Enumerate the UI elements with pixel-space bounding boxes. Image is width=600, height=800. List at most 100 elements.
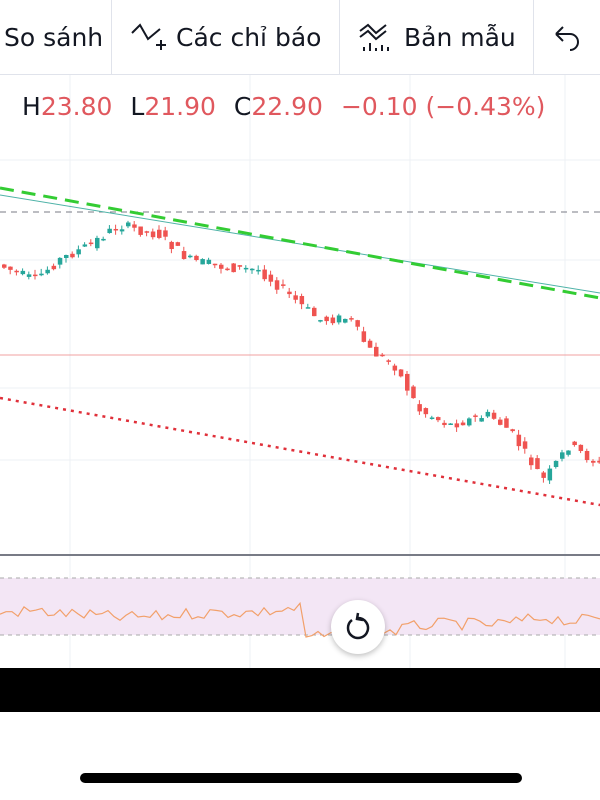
- icon: [359, 23, 389, 51]
- candle-part: [380, 354, 385, 357]
- candle-part: [150, 231, 156, 238]
- candle-part: [386, 360, 391, 362]
- candle-part: [485, 411, 491, 417]
- candle-part: [367, 340, 373, 348]
- candle-part: [39, 273, 44, 276]
- candle-part: [516, 434, 522, 447]
- candle-part: [175, 242, 181, 246]
- candle-part: [113, 228, 119, 231]
- candle-part: [411, 386, 416, 399]
- candle-part: [225, 268, 230, 271]
- candle-part: [535, 458, 540, 470]
- candle-part: [256, 269, 261, 272]
- candle-part: [132, 224, 137, 228]
- candles: [2, 220, 600, 484]
- candle-part: [82, 244, 88, 247]
- candle-part: [398, 369, 404, 377]
- candle-part: [454, 423, 460, 428]
- candle-part: [181, 251, 187, 259]
- candle-part: [70, 253, 75, 258]
- candle-part: [107, 228, 112, 234]
- close: C22.90: [233, 92, 323, 121]
- candle-part: [330, 317, 336, 324]
- candle-part: [504, 418, 509, 428]
- ohlc-legend: H23.80 L21.90 C22.90 −0.10 (−0.43%): [22, 92, 545, 121]
- grid: [0, 75, 600, 668]
- candle-part: [491, 412, 497, 419]
- trend-line: [0, 194, 600, 294]
- candle-part: [522, 441, 528, 449]
- icon: [555, 26, 579, 51]
- candle-part: [212, 263, 218, 266]
- candle-part: [26, 274, 32, 277]
- candle-part: [51, 265, 57, 270]
- home-indicator: [80, 773, 522, 783]
- label: Các chỉ báo: [176, 22, 322, 52]
- candle-part: [237, 265, 243, 267]
- candle-part: [324, 316, 329, 322]
- candle-part: [299, 296, 305, 305]
- candle-part: [188, 255, 193, 258]
- candle-part: [163, 230, 168, 237]
- candle-part: [467, 418, 472, 426]
- candle-part: [361, 331, 367, 342]
- candle-part: [2, 264, 7, 268]
- candle-part: [219, 264, 224, 269]
- support-line: [0, 396, 600, 507]
- candle-part: [312, 307, 317, 317]
- candle-part: [157, 229, 162, 238]
- candle-part: [305, 307, 311, 309]
- candle-part: [448, 423, 453, 425]
- candle-part: [88, 242, 94, 245]
- icon: [346, 612, 370, 640]
- candle-part: [138, 226, 143, 235]
- candle-part: [8, 266, 13, 270]
- candle-part: [318, 320, 323, 322]
- candle-part: [498, 419, 503, 425]
- candle-part: [243, 267, 249, 270]
- candle-part: [479, 418, 484, 422]
- candle-part: [584, 450, 590, 461]
- candle-part: [287, 291, 292, 295]
- candle-part: [101, 238, 106, 241]
- candle-part: [473, 415, 478, 417]
- black-bar: [0, 668, 600, 712]
- candle-part: [436, 417, 441, 421]
- candle-part: [442, 422, 447, 426]
- candle-part: [423, 408, 429, 415]
- candle-part: [510, 429, 515, 432]
- candle-part: [274, 280, 280, 290]
- candle-part: [281, 284, 286, 286]
- candle-part: [336, 315, 342, 323]
- candle-part: [144, 231, 150, 233]
- candle-part: [566, 450, 571, 455]
- candle-part: [349, 318, 354, 320]
- candle-part: [553, 460, 559, 468]
- candle-part: [250, 268, 255, 271]
- templates-button[interactable]: Bản mẫu: [340, 0, 534, 74]
- candle-part: [392, 365, 398, 371]
- candle-part: [119, 229, 125, 232]
- candle-part: [417, 404, 422, 412]
- rsi-band: [0, 578, 600, 635]
- candle-part: [194, 255, 199, 260]
- candle-part: [547, 468, 553, 481]
- candle-part: [572, 441, 577, 446]
- candle-part: [76, 249, 81, 255]
- compare-button[interactable]: So sánh: [0, 0, 112, 74]
- candle-part: [200, 259, 205, 265]
- candle-part: [64, 255, 69, 259]
- candle-part: [126, 222, 131, 227]
- candle-part: [262, 269, 267, 280]
- candle-part: [429, 417, 435, 419]
- undo-button[interactable]: [534, 0, 600, 74]
- indicators-button[interactable]: Các chỉ báo: [112, 0, 340, 74]
- candle-part: [20, 270, 26, 275]
- candle-part: [405, 373, 410, 391]
- resistance-line: [0, 186, 600, 300]
- reset-button[interactable]: [331, 600, 385, 654]
- candle-part: [57, 257, 63, 265]
- label: Bản mẫu: [404, 22, 516, 52]
- candle-part: [169, 241, 174, 250]
